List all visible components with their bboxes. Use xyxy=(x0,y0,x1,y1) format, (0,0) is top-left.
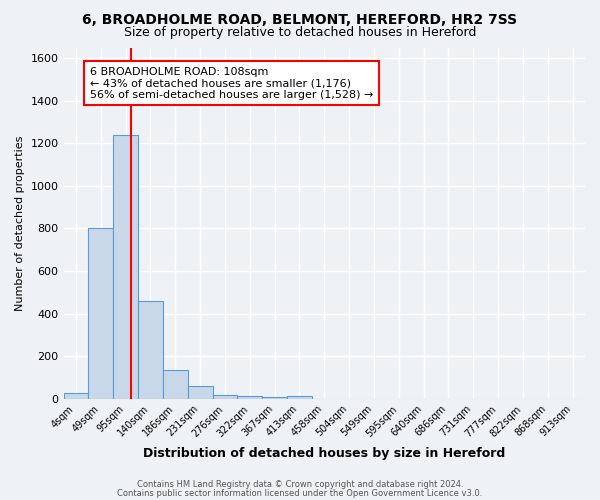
Bar xyxy=(88,228,113,399)
X-axis label: Distribution of detached houses by size in Hereford: Distribution of detached houses by size … xyxy=(143,447,505,460)
Bar xyxy=(163,370,188,399)
Bar xyxy=(287,396,312,399)
Text: Size of property relative to detached houses in Hereford: Size of property relative to detached ho… xyxy=(124,26,476,39)
Bar xyxy=(113,135,138,399)
Text: Contains HM Land Registry data © Crown copyright and database right 2024.: Contains HM Land Registry data © Crown c… xyxy=(137,480,463,489)
Bar xyxy=(262,396,287,399)
Bar xyxy=(64,394,88,399)
Text: Contains public sector information licensed under the Open Government Licence v3: Contains public sector information licen… xyxy=(118,488,482,498)
Text: 6, BROADHOLME ROAD, BELMONT, HEREFORD, HR2 7SS: 6, BROADHOLME ROAD, BELMONT, HEREFORD, H… xyxy=(82,12,518,26)
Bar xyxy=(138,301,163,399)
Bar xyxy=(238,396,262,399)
Y-axis label: Number of detached properties: Number of detached properties xyxy=(15,136,25,311)
Bar xyxy=(212,394,238,399)
Bar xyxy=(188,386,212,399)
Text: 6 BROADHOLME ROAD: 108sqm
← 43% of detached houses are smaller (1,176)
56% of se: 6 BROADHOLME ROAD: 108sqm ← 43% of detac… xyxy=(89,66,373,100)
